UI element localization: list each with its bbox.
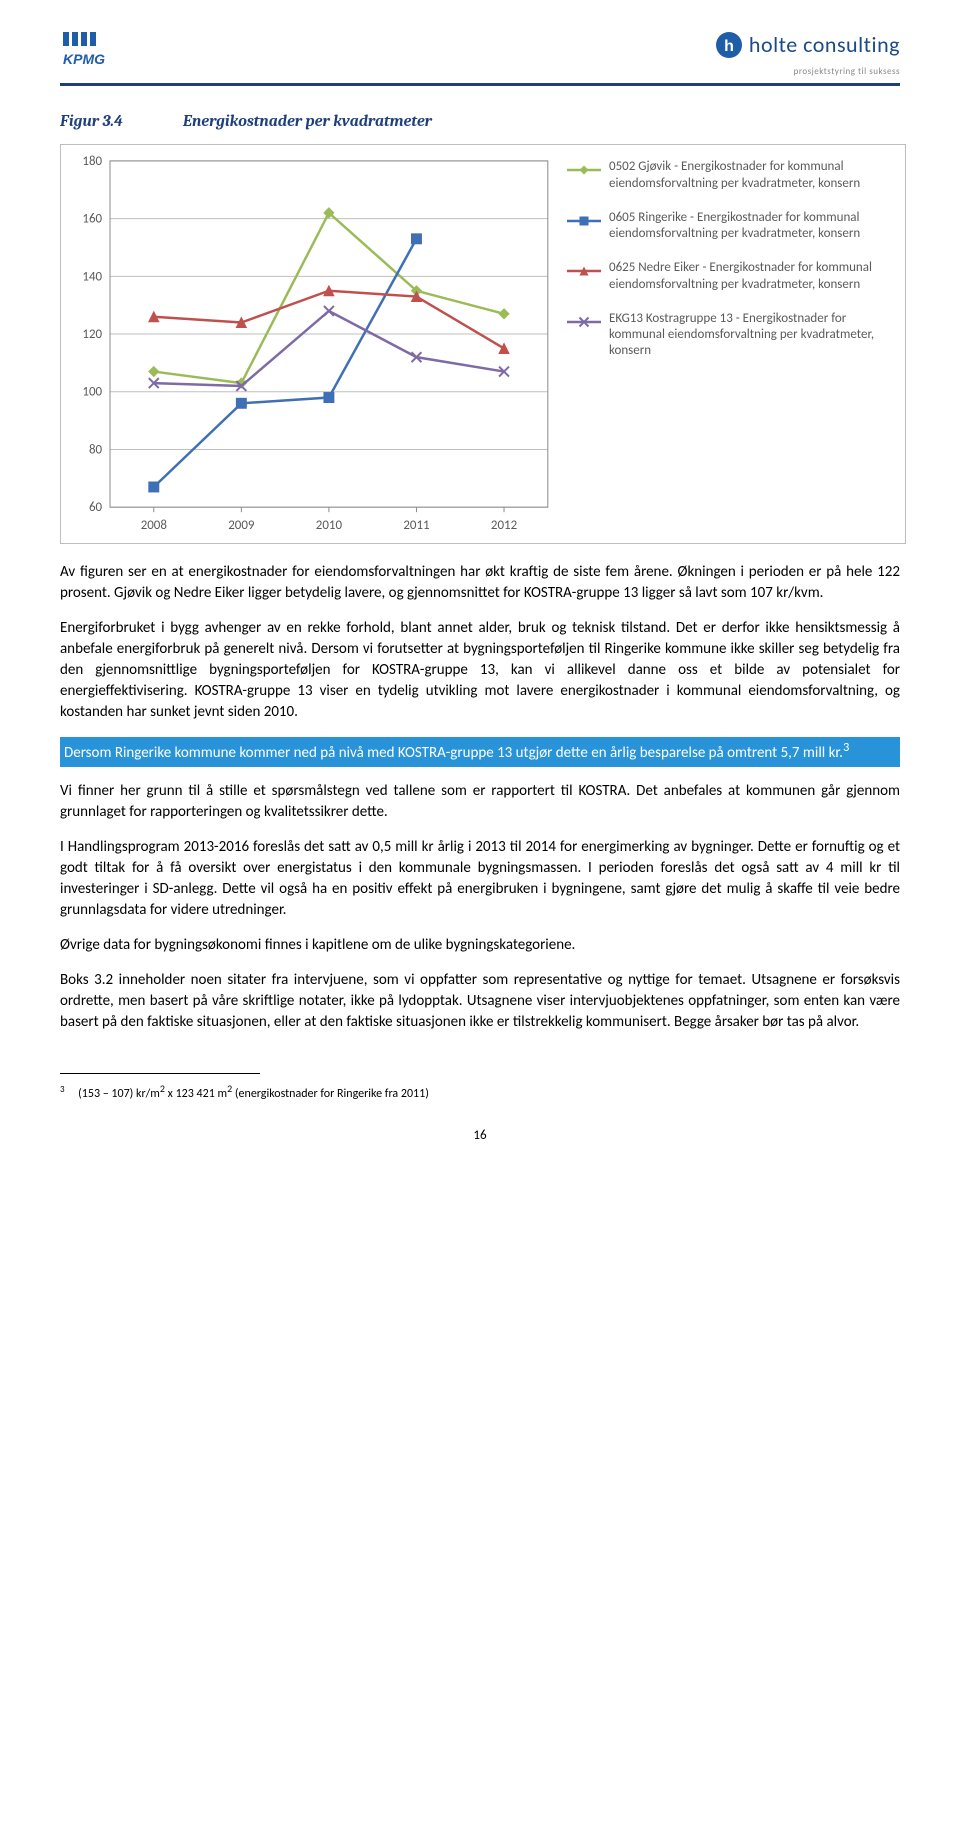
- figure-label: Figur 3.4: [60, 110, 123, 132]
- holte-tagline: prosjektstyring til suksess: [715, 66, 900, 79]
- paragraph-1: Av figuren ser en at energikostnader for…: [60, 562, 900, 604]
- legend-marker-icon: [567, 164, 601, 181]
- chart-svg: 60 80 100 120 140 160 180 2008 2009 2010 2011 2012: [61, 145, 561, 543]
- highlight-box: Dersom Ringerike kommune kommer ned på n…: [60, 737, 900, 767]
- footnote-number: 3: [60, 1084, 65, 1095]
- legend-marker-icon: [567, 316, 601, 333]
- paragraph-3: Vi finner her grunn til å stille et spør…: [60, 781, 900, 823]
- page-number: 16: [60, 1127, 900, 1145]
- paragraph-2: Energiforbruket i bygg avhenger av en re…: [60, 618, 900, 723]
- legend-item: 0605 Ringerike - Energikostnader for kom…: [567, 210, 893, 243]
- kpmg-logo: KPMG: [60, 30, 116, 77]
- footnote-text-c: (energikostnader for Ringerike fra 2011): [232, 1087, 429, 1101]
- header-rule: [60, 83, 900, 86]
- svg-text:140: 140: [82, 270, 102, 285]
- legend-item: EKG13 Kostragruppe 13 - Energikostnader …: [567, 311, 893, 360]
- holte-brand-text: holte consulting: [749, 30, 900, 61]
- svg-text:2010: 2010: [316, 518, 343, 533]
- paragraph-6: Boks 3.2 inneholder noen sitater fra int…: [60, 970, 900, 1033]
- highlight-footnote-ref: 3: [843, 740, 849, 755]
- footnote: 3 (153 – 107) kr/m2 x 123 421 m2 (energi…: [60, 1082, 900, 1103]
- legend-item: 0625 Nedre Eiker - Energikostnader for k…: [567, 260, 893, 293]
- footnote-text-a: (153 – 107) kr/m: [78, 1087, 160, 1101]
- legend-marker-icon: [567, 215, 601, 232]
- energy-chart: 608010012014016018020082009201020112012 …: [60, 144, 906, 544]
- svg-text:2011: 2011: [403, 518, 429, 533]
- figure-caption: Energikostnader per kvadratmeter: [183, 110, 432, 132]
- paragraph-4: I Handlingsprogram 2013-2016 foreslås de…: [60, 837, 900, 921]
- page-header: KPMG h holte consulting prosjektstyring …: [60, 30, 900, 79]
- footnote-text-b: x 123 421 m: [165, 1087, 227, 1101]
- figure-title-row: Figur 3.4 Energikostnader per kvadratmet…: [60, 110, 900, 132]
- legend-label: 0605 Ringerike - Energikostnader for kom…: [609, 210, 893, 243]
- chart-plot-area: 60 80 100 120 140 160 180 2008 2009 2010 2011 2012: [61, 145, 561, 543]
- legend-item: 0502 Gjøvik - Energikostnader for kommun…: [567, 159, 893, 192]
- holte-logo: h holte consulting prosjektstyring til s…: [715, 30, 900, 79]
- svg-text:80: 80: [89, 443, 103, 458]
- legend-marker-icon: [567, 265, 601, 282]
- svg-text:h: h: [724, 38, 734, 55]
- paragraph-5: Øvrige data for bygningsøkonomi finnes i…: [60, 935, 900, 956]
- holte-icon: h: [715, 31, 743, 59]
- svg-text:2009: 2009: [228, 518, 255, 533]
- kpmg-text: KPMG: [63, 51, 105, 67]
- chart-legend: 0502 Gjøvik - Energikostnader for kommun…: [561, 145, 905, 543]
- legend-label: EKG13 Kostragruppe 13 - Energikostnader …: [609, 311, 893, 360]
- footnote-rule: [60, 1073, 260, 1074]
- svg-text:120: 120: [82, 327, 102, 342]
- svg-text:180: 180: [82, 154, 102, 169]
- legend-label: 0625 Nedre Eiker - Energikostnader for k…: [609, 260, 893, 293]
- highlight-text: Dersom Ringerike kommune kommer ned på n…: [64, 744, 843, 762]
- svg-text:2008: 2008: [141, 518, 168, 533]
- svg-text:60: 60: [89, 501, 103, 516]
- legend-label: 0502 Gjøvik - Energikostnader for kommun…: [609, 159, 893, 192]
- svg-text:2012: 2012: [491, 518, 517, 533]
- svg-text:160: 160: [82, 212, 102, 227]
- svg-text:100: 100: [82, 385, 102, 400]
